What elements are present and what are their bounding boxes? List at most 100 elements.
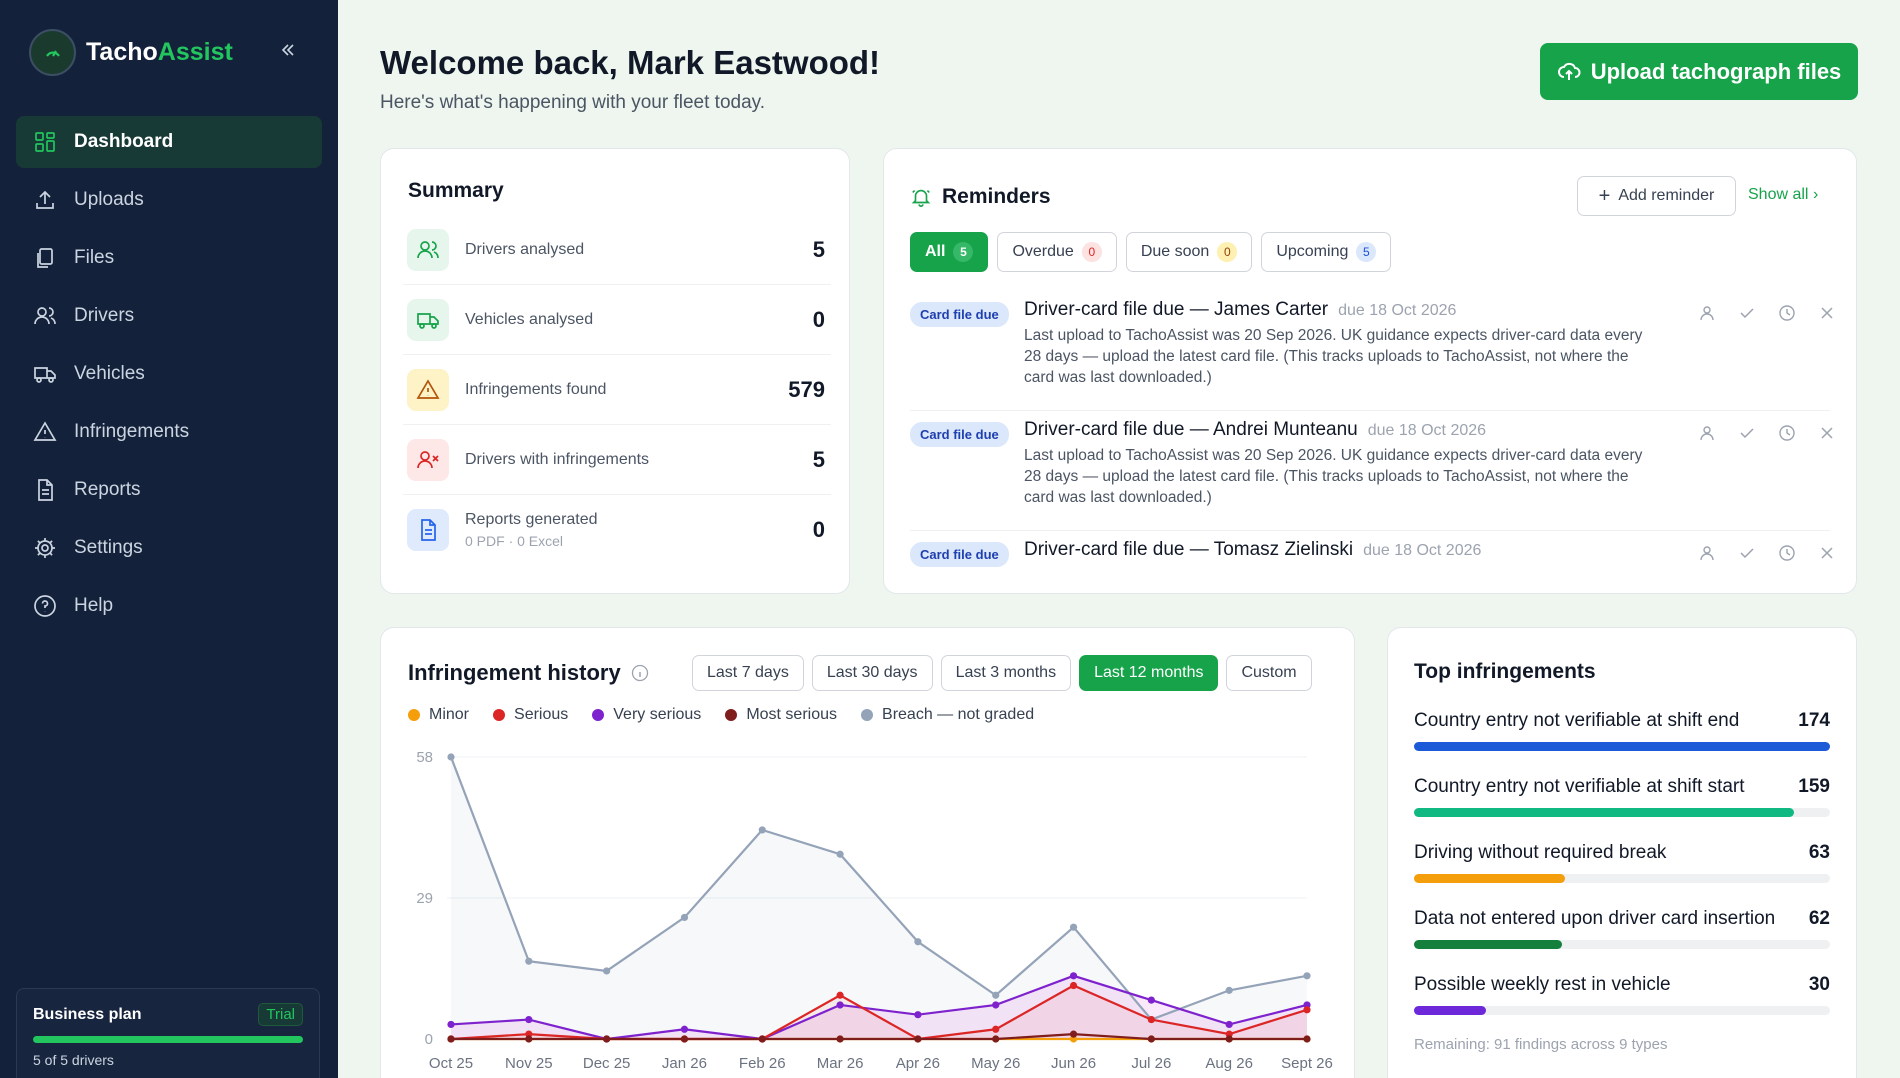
show-all-link[interactable]: Show all › xyxy=(1748,186,1819,203)
sidebar-item-label: Reports xyxy=(74,479,141,500)
close-icon[interactable] xyxy=(1807,304,1847,322)
data-point xyxy=(914,938,922,946)
infringement-count: 62 xyxy=(1808,908,1830,929)
range-last-3-months[interactable]: Last 3 months xyxy=(940,655,1072,691)
legend-item[interactable]: Very serious xyxy=(592,706,701,724)
brand-name: TachoAssist xyxy=(86,38,233,66)
series-line xyxy=(451,1033,1307,1041)
infringement-bar-track xyxy=(1414,940,1830,949)
range-last-30-days[interactable]: Last 30 days xyxy=(811,655,933,691)
sidebar-item-vehicles[interactable]: Vehicles xyxy=(16,348,322,400)
snooze-clock-icon[interactable] xyxy=(1767,424,1807,442)
plus-icon: + xyxy=(1598,184,1611,207)
grid-icon xyxy=(32,129,58,155)
close-icon[interactable] xyxy=(1807,424,1847,442)
collapse-sidebar-icon[interactable] xyxy=(276,38,300,62)
remaining-findings: Remaining: 91 findings across 9 types xyxy=(1414,1036,1668,1053)
top-infringement-row[interactable]: Data not entered upon driver card insert… xyxy=(1414,908,1830,949)
reminder-tag: Card file due xyxy=(910,542,1009,567)
range-last-12-months[interactable]: Last 12 months xyxy=(1079,655,1219,691)
range-last-7-days[interactable]: Last 7 days xyxy=(692,655,804,691)
top-infringement-row[interactable]: Country entry not verifiable at shift st… xyxy=(1414,776,1830,817)
assign-user-icon[interactable] xyxy=(1687,544,1727,562)
data-point xyxy=(836,991,844,999)
sidebar-item-label: Drivers xyxy=(74,305,135,326)
bell-icon xyxy=(911,189,931,207)
infringement-label: Possible weekly rest in vehicle xyxy=(1414,974,1671,995)
sidebar: TachoAssist Dashboard Uploads Files Drivers… xyxy=(0,0,338,1078)
plan-usage: 5 of 5 drivers xyxy=(33,1052,114,1068)
sidebar-item-label: Uploads xyxy=(74,189,144,210)
x-tick-label: Sept 26 xyxy=(1281,1055,1333,1072)
summary-value: 579 xyxy=(788,376,825,402)
sidebar-item-drivers[interactable]: Drivers xyxy=(16,290,322,342)
help-icon xyxy=(32,593,58,619)
sidebar-item-label: Help xyxy=(74,595,114,616)
info-icon[interactable] xyxy=(631,664,649,682)
snooze-clock-icon[interactable] xyxy=(1767,544,1807,562)
x-tick-label: May 26 xyxy=(971,1055,1020,1072)
infringement-bar-track xyxy=(1414,808,1830,817)
top-infringement-row[interactable]: Driving without required break 63 xyxy=(1414,842,1830,883)
top-infringements-title: Top infringements xyxy=(1414,660,1596,683)
filter-label: All xyxy=(925,243,946,260)
legend-item[interactable]: Most serious xyxy=(725,706,837,724)
sidebar-item-files[interactable]: Files xyxy=(16,232,322,284)
sidebar-item-reports[interactable]: Reports xyxy=(16,464,322,516)
data-point xyxy=(525,1035,533,1043)
data-point xyxy=(447,753,455,761)
legend-swatch xyxy=(725,709,738,721)
x-tick-label: Jan 26 xyxy=(662,1055,707,1072)
data-point xyxy=(1147,1015,1155,1024)
reminder-item: Card file due Driver-card file due — And… xyxy=(910,419,1833,531)
snooze-clock-icon[interactable] xyxy=(1767,304,1807,322)
filter-upcoming[interactable]: Upcoming 5 xyxy=(1261,232,1392,272)
infringement-label: Data not entered upon driver card insert… xyxy=(1414,908,1776,929)
range-custom[interactable]: Custom xyxy=(1226,655,1312,691)
infringement-count: 174 xyxy=(1798,710,1830,731)
check-icon[interactable] xyxy=(1727,304,1767,322)
close-icon[interactable] xyxy=(1807,544,1847,562)
top-infringement-row[interactable]: Possible weekly rest in vehicle 30 xyxy=(1414,974,1830,1015)
filter-all[interactable]: All 5 xyxy=(910,232,989,272)
top-infringement-row[interactable]: Country entry not verifiable at shift en… xyxy=(1414,710,1830,751)
summary-row: Infringements found 579 xyxy=(403,355,831,425)
reminder-due-date: due 18 Oct 2026 xyxy=(1338,302,1457,319)
upload-tachograph-button[interactable]: Upload tachograph files xyxy=(1540,43,1858,100)
sidebar-item-label: Files xyxy=(74,247,115,268)
filter-overdue[interactable]: Overdue 0 xyxy=(997,232,1117,272)
history-title: Infringement history xyxy=(408,660,649,686)
sidebar-item-infringements[interactable]: Infringements xyxy=(16,406,322,458)
reminder-due-date: due 18 Oct 2026 xyxy=(1363,542,1482,559)
reminder-actions xyxy=(1687,304,1847,322)
range-selector: Last 7 days Last 30 days Last 3 months Last… xyxy=(692,655,1320,691)
sidebar-item-uploads[interactable]: Uploads xyxy=(16,174,322,226)
sidebar-item-label: Vehicles xyxy=(74,363,145,384)
filter-count-badge: 5 xyxy=(1356,242,1377,262)
sidebar-item-dashboard[interactable]: Dashboard xyxy=(16,116,322,168)
assign-user-icon[interactable] xyxy=(1687,304,1727,322)
plan-badge: Trial xyxy=(258,1003,303,1026)
x-tick-label: Dec 25 xyxy=(583,1055,631,1072)
data-point xyxy=(1225,1020,1233,1029)
legend-item[interactable]: Breach — not graded xyxy=(861,706,1034,724)
summary-row: Reports generated 0 PDF · 0 Excel 0 xyxy=(403,495,831,565)
sidebar-item-help[interactable]: Help xyxy=(16,580,322,632)
check-icon[interactable] xyxy=(1727,544,1767,562)
gear-icon xyxy=(32,535,58,561)
warning-icon xyxy=(32,419,58,445)
add-reminder-button[interactable]: + Add reminder xyxy=(1577,176,1736,216)
legend-item[interactable]: Minor xyxy=(408,706,469,724)
plan-card[interactable]: Business plan Trial 5 of 5 drivers xyxy=(16,988,320,1078)
filter-due-soon[interactable]: Due soon 0 xyxy=(1125,232,1253,272)
summary-value: 0 xyxy=(812,306,825,332)
assign-user-icon[interactable] xyxy=(1687,424,1727,442)
sidebar-item-settings[interactable]: Settings xyxy=(16,522,322,574)
summary-card: Summary Drivers analysed 5 Vehicles anal… xyxy=(380,148,850,594)
brand[interactable]: TachoAssist xyxy=(29,29,233,76)
legend-item[interactable]: Serious xyxy=(493,706,568,724)
x-tick-label: Apr 26 xyxy=(896,1055,940,1072)
data-point xyxy=(447,1035,455,1043)
infringement-label: Country entry not verifiable at shift st… xyxy=(1414,776,1745,797)
check-icon[interactable] xyxy=(1727,424,1767,442)
